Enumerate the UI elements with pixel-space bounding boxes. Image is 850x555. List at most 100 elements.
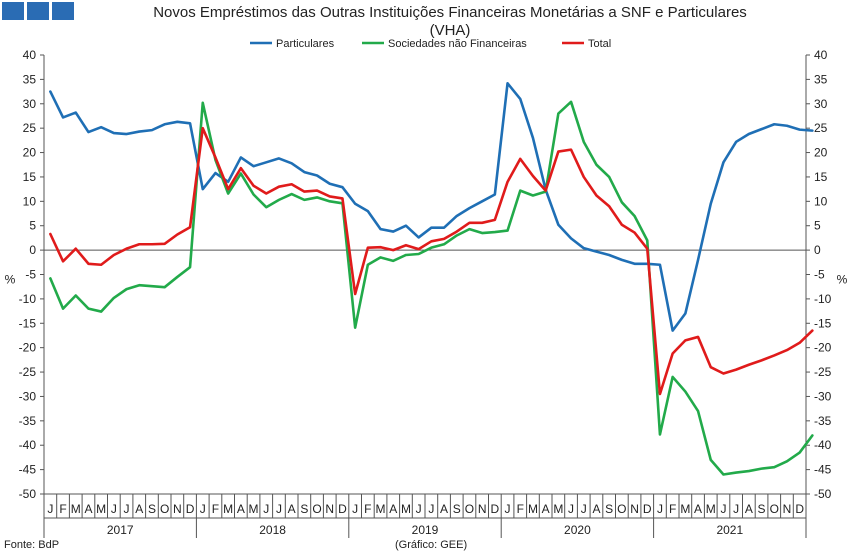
x-month-label: J	[47, 502, 53, 516]
y-axis-label-left: %	[5, 272, 16, 286]
chart-title: Novos Empréstimos das Outras Instituiçõe…	[90, 4, 810, 40]
y-tick-label-left: 25	[23, 121, 37, 135]
legend-label: Total	[588, 38, 611, 50]
y-tick-label-left: -5	[25, 268, 36, 282]
x-month-label: J	[720, 502, 726, 516]
y-tick-label-left: 0	[29, 243, 36, 257]
x-month-label: J	[505, 502, 511, 516]
chart-title-line2: (VHA)	[429, 22, 471, 39]
x-month-label: M	[71, 502, 81, 516]
y-tick-label-right: -45	[814, 463, 832, 477]
y-tick-label-left: 35	[23, 72, 37, 86]
y-tick-label-left: -45	[19, 463, 37, 477]
x-month-label: M	[680, 502, 690, 516]
logo-block	[52, 2, 74, 20]
x-month-label: N	[630, 502, 639, 516]
y-tick-label-right: 40	[814, 48, 828, 62]
x-month-label: A	[135, 502, 143, 516]
y-tick-label-left: -20	[19, 341, 37, 355]
x-month-label: A	[288, 502, 296, 516]
x-month-label: M	[96, 502, 106, 516]
y-tick-label-right: 30	[814, 97, 828, 111]
x-month-label: J	[263, 502, 269, 516]
x-month-label: F	[669, 502, 676, 516]
x-month-label: J	[200, 502, 206, 516]
series-line	[49, 100, 814, 476]
y-tick-label-left: 30	[23, 97, 37, 111]
x-month-label: D	[186, 502, 195, 516]
y-tick-label-left: 40	[23, 48, 37, 62]
x-month-label: S	[453, 502, 461, 516]
x-month-label: J	[581, 502, 587, 516]
series-line	[49, 126, 814, 396]
x-year-label: 2017	[107, 523, 134, 537]
x-month-label: N	[173, 502, 182, 516]
series-line	[49, 81, 814, 332]
x-month-label: D	[643, 502, 652, 516]
x-month-label: A	[84, 502, 92, 516]
x-month-label: O	[312, 502, 321, 516]
x-month-label: M	[223, 502, 233, 516]
y-tick-label-left: -30	[19, 389, 37, 403]
y-tick-label-right: -10	[814, 292, 832, 306]
x-month-label: J	[733, 502, 739, 516]
y-tick-label-right: -25	[814, 365, 832, 379]
y-tick-label-left: -50	[19, 487, 37, 501]
x-month-label: J	[657, 502, 663, 516]
y-tick-label-right: 25	[814, 121, 828, 135]
y-tick-label-right: -35	[814, 414, 832, 428]
y-tick-label-right: 0	[814, 243, 821, 257]
legend-label: Sociedades não Financeiras	[388, 38, 527, 50]
x-year-label: 2021	[716, 523, 743, 537]
x-month-label: D	[491, 502, 500, 516]
x-month-label: F	[59, 502, 66, 516]
source-note: Fonte: BdP	[4, 539, 60, 551]
x-month-label: J	[124, 502, 130, 516]
y-tick-label-right: 10	[814, 194, 828, 208]
x-month-label: J	[276, 502, 282, 516]
x-month-label: N	[325, 502, 334, 516]
y-tick-label-right: 5	[814, 219, 821, 233]
logo	[2, 2, 74, 20]
x-month-label: M	[528, 502, 538, 516]
x-month-label: M	[376, 502, 386, 516]
y-tick-label-right: -20	[814, 341, 832, 355]
x-month-label: A	[745, 502, 753, 516]
x-month-label: A	[542, 502, 550, 516]
y-tick-label-right: 15	[814, 170, 828, 184]
x-month-label: A	[237, 502, 245, 516]
x-month-label: J	[568, 502, 574, 516]
y-tick-label-left: -40	[19, 438, 37, 452]
y-tick-label-left: -15	[19, 316, 37, 330]
x-month-label: A	[592, 502, 600, 516]
x-month-label: O	[160, 502, 169, 516]
x-month-label: O	[465, 502, 474, 516]
y-tick-label-right: -30	[814, 389, 832, 403]
x-month-label: F	[212, 502, 219, 516]
y-tick-label-right: -50	[814, 487, 832, 501]
y-tick-label-left: 15	[23, 170, 37, 184]
x-month-label: A	[389, 502, 397, 516]
x-month-label: O	[617, 502, 626, 516]
x-month-label: S	[758, 502, 766, 516]
x-year-label: 2018	[259, 523, 286, 537]
logo-block	[27, 2, 49, 20]
x-year-label: 2020	[564, 523, 591, 537]
y-tick-label-left: -10	[19, 292, 37, 306]
y-tick-label-right: 20	[814, 146, 828, 160]
x-month-label: J	[428, 502, 434, 516]
y-tick-label-left: 10	[23, 194, 37, 208]
x-month-label: D	[338, 502, 347, 516]
x-month-label: S	[148, 502, 156, 516]
x-month-label: N	[783, 502, 792, 516]
y-tick-label-left: 20	[23, 146, 37, 160]
y-tick-label-right: 35	[814, 72, 828, 86]
x-month-label: J	[352, 502, 358, 516]
x-month-label: F	[517, 502, 524, 516]
x-month-label: S	[300, 502, 308, 516]
x-month-label: M	[706, 502, 716, 516]
x-month-label: M	[553, 502, 563, 516]
x-month-label: M	[249, 502, 259, 516]
y-axis-label-right: %	[837, 272, 848, 286]
